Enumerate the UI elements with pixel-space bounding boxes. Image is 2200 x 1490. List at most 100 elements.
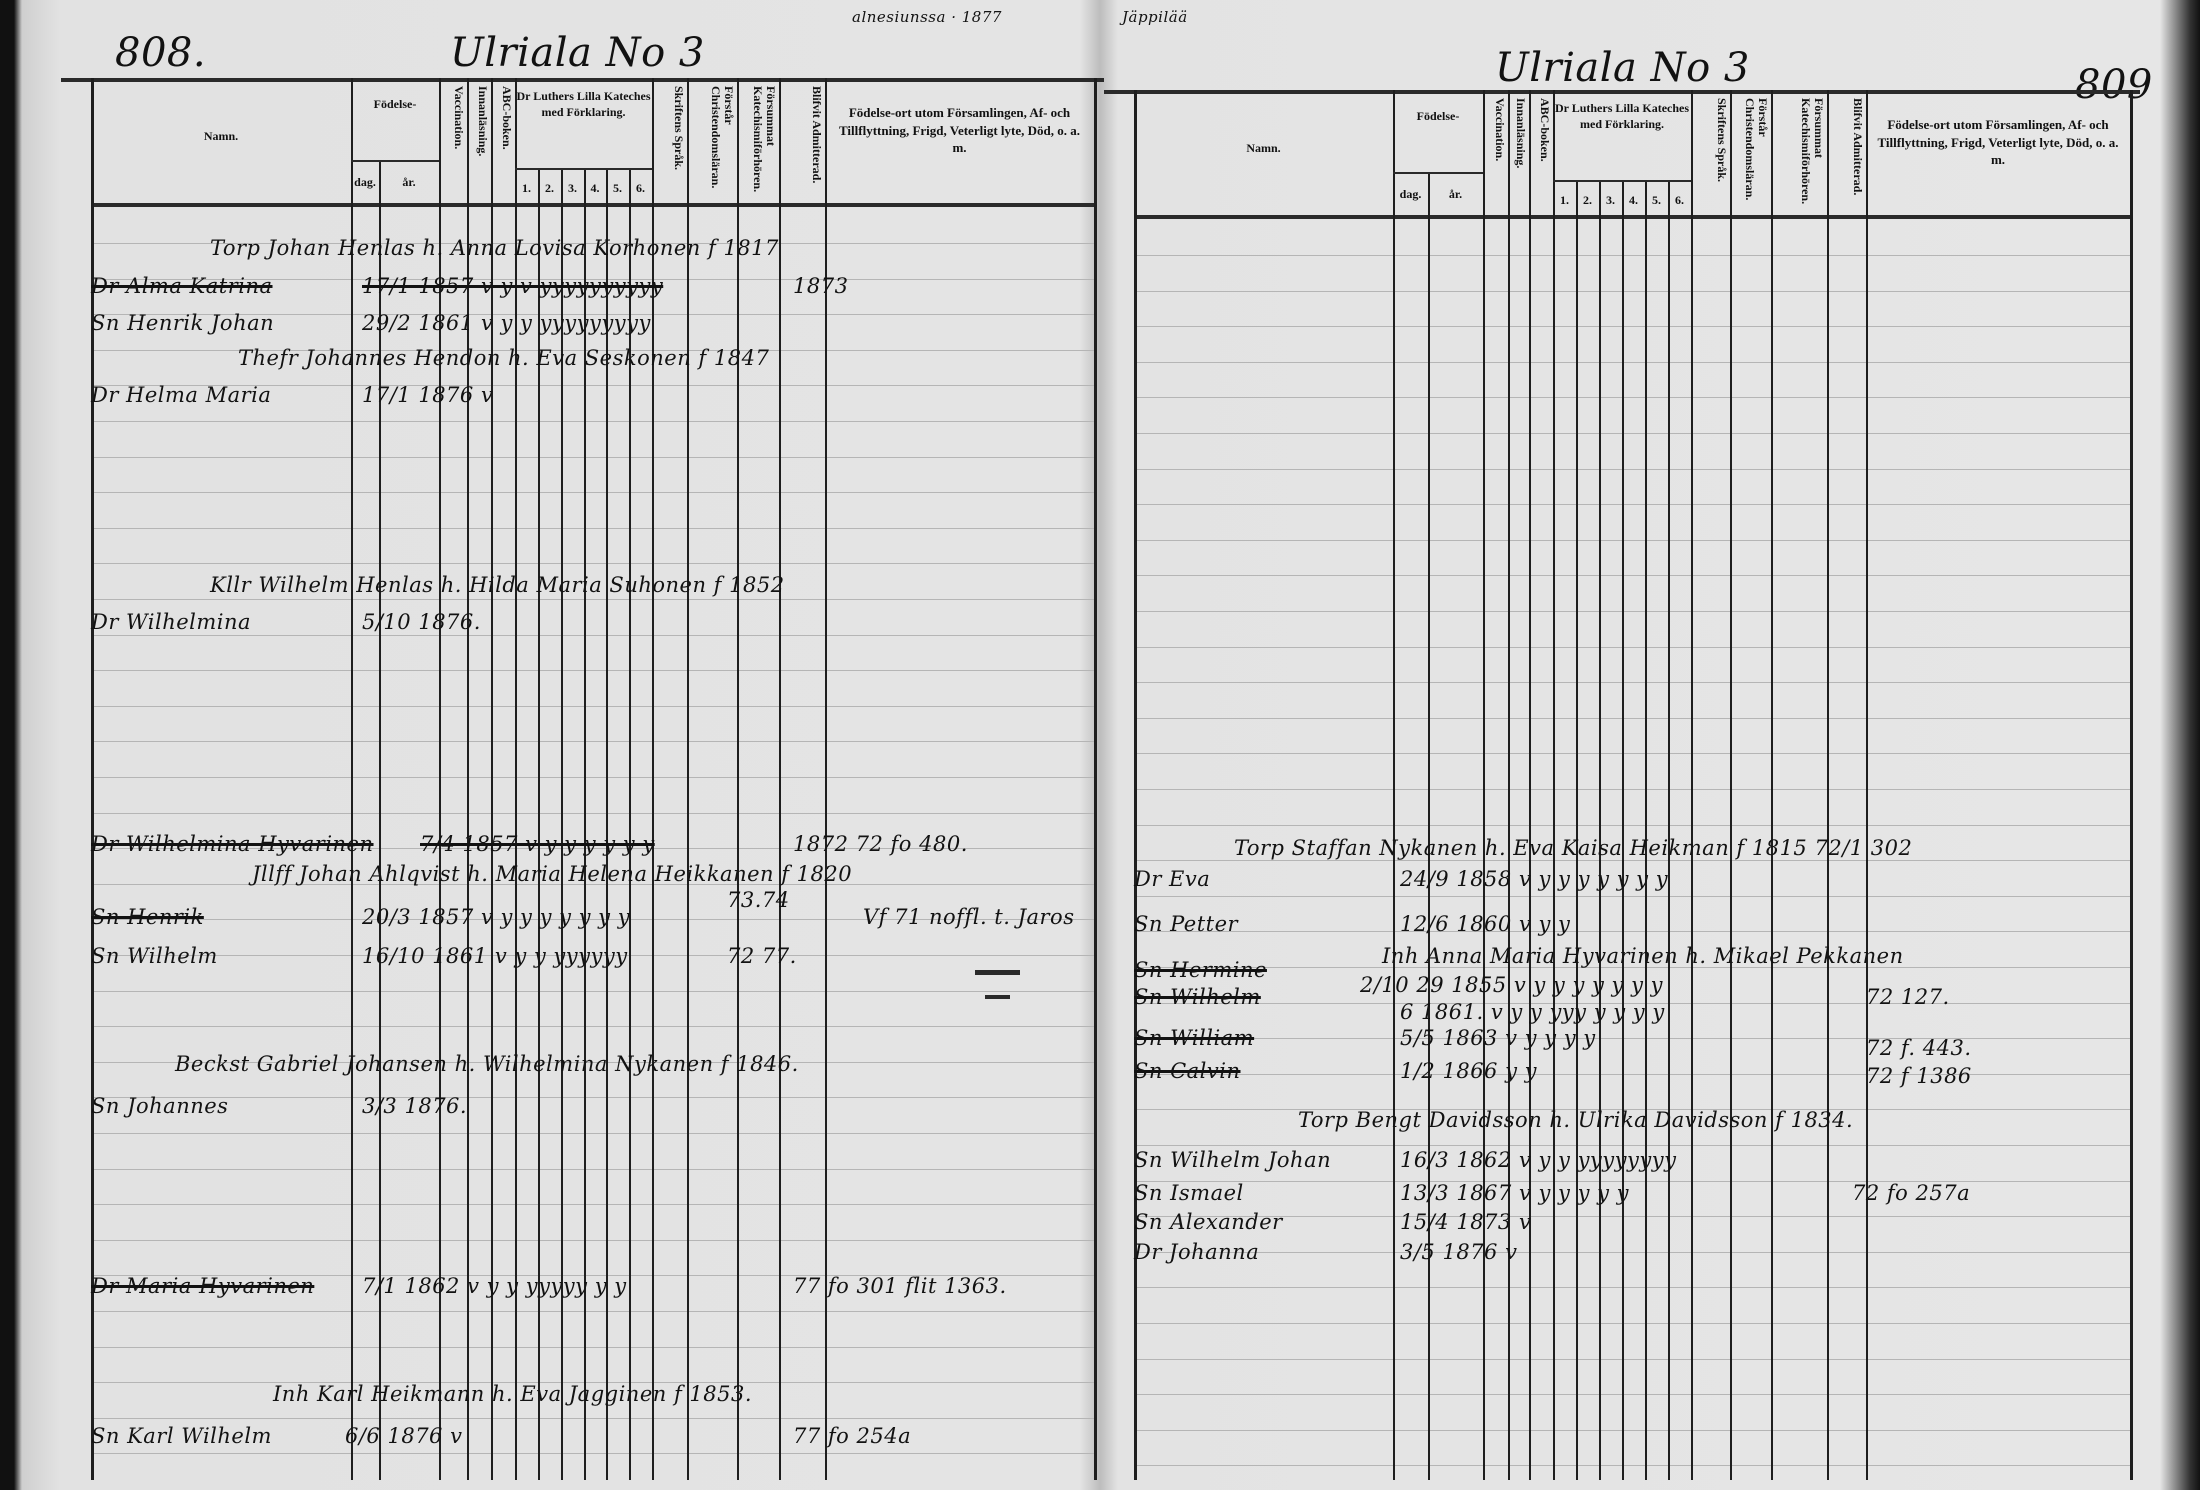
right-ruled-line [1134, 1038, 2130, 1039]
right-top-rule [1104, 90, 2140, 94]
left-column-line [606, 168, 608, 1480]
right-entry: 16/3 1862 v y y yyyyyyyy [1400, 1148, 1677, 1172]
left-entry: 17/1 1857 v y v yyyyyyyyyy [362, 274, 664, 298]
right-entry: 6 1861. v y y yyy y y y y [1400, 1000, 1665, 1024]
right-entry: 13/3 1867 v y y y y y [1400, 1181, 1630, 1205]
left-entry: 77 fo 301 flit 1363. [793, 1274, 1007, 1298]
right-header-blifvit: Blifvit Admitterad. [1851, 98, 1865, 196]
right-header-innanlasning: Innanläsning. [1514, 98, 1528, 169]
right-ruled-line [1134, 1145, 2130, 1146]
left-entry: Sn Wilhelm [91, 944, 218, 968]
right-ruled-line [1134, 1252, 2130, 1253]
right-ruled-line [1134, 1359, 2130, 1360]
left-entry: Dr Wilhelmina Hyvarinen [91, 832, 374, 856]
right-header-katekes-4: 4. [1629, 193, 1638, 207]
right-header-forstar: Förstår Christendomsläran. [1742, 98, 1770, 201]
right-header-dag: dag. [1399, 187, 1422, 201]
left-ruled-line [91, 457, 1094, 458]
right-column-line [1771, 90, 1773, 1480]
left-ruled-line [91, 670, 1094, 671]
left-header-rule [91, 203, 1094, 207]
top-note-left: alnesiunssa · 1877 [852, 8, 1002, 26]
right-ruled-line [1134, 1394, 2130, 1395]
right-column-line [1428, 172, 1430, 1480]
right-column-line [1668, 180, 1670, 1480]
left-ruled-line [91, 243, 1094, 244]
left-entry: 73.74 [727, 888, 790, 912]
left-entry: Dr Alma Katrina [91, 274, 273, 298]
left-ruled-line [91, 991, 1094, 992]
right-entry: Sn Petter [1134, 912, 1239, 936]
left-ruled-line [91, 706, 1094, 707]
left-entry: Thefr Johannes Hendon h. Eva Seskonen f … [238, 346, 770, 370]
left-ruled-line [91, 919, 1094, 920]
right-entry: Inh Anna Maria Hyvarinen h. Mikael Pekka… [1382, 944, 1904, 968]
right-ruled-line [1134, 1430, 2130, 1431]
left-ruled-line [91, 1418, 1094, 1419]
right-ruled-line [1134, 860, 2130, 861]
left-ruled-line [91, 1133, 1094, 1134]
left-column-line [779, 78, 781, 1480]
right-header-fodelseort: Födelse-ort utom Församlingen, Af- och T… [1877, 117, 2119, 168]
right-ruled-line [1134, 397, 2130, 398]
right-ruled-line [1134, 1323, 2130, 1324]
left-column-line [379, 160, 381, 1480]
left-ruled-line [91, 848, 1094, 849]
left-column-line [351, 78, 353, 1480]
right-entry: 5/5 1863 v y y y y [1400, 1026, 1596, 1050]
left-header-katekes-4: 4. [590, 181, 600, 195]
left-header-katekes-1: 1. [522, 181, 531, 195]
left-column-line [1094, 78, 1097, 1480]
left-entry: Torp Johan Henlas h. Anna Lovisa Korhone… [210, 236, 779, 260]
left-ruled-line [91, 314, 1094, 315]
left-entry: 1872 72 fo 480. [793, 832, 968, 856]
right-column-line [1553, 90, 1555, 1480]
right-header-abc: ABC-boken. [1538, 98, 1552, 162]
left-column-line [584, 168, 586, 1480]
left-entry: Beckst Gabriel Johansen h. Wilhelmina Ny… [175, 1052, 799, 1076]
right-header-rule [1134, 215, 2130, 219]
left-entry: Kllr Wilhelm Henlas h. Hilda Maria Suhon… [210, 573, 785, 597]
left-ruled-line [91, 385, 1094, 386]
left-entry: 72 77. [727, 944, 797, 968]
left-entry: 6/6 1876 v [345, 1424, 463, 1448]
left-ruled-line [91, 563, 1094, 564]
left-entry: 16/10 1861 v y y yyyyyy [362, 944, 628, 968]
right-entry: 24/9 1858 v y y y y y y y [1400, 867, 1669, 891]
left-ruled-line [91, 741, 1094, 742]
left-column-line [737, 78, 739, 1480]
left-katekes-subrule [515, 168, 652, 170]
right-entry: Sn Wilhelm Johan [1134, 1148, 1332, 1172]
left-entry: 7/1 1862 v y y yyyyy y y [362, 1274, 627, 1298]
right-entry: 2/10 29 1855 v y y y y y y y [1360, 973, 1663, 997]
left-ruled-line [91, 1097, 1094, 1098]
left-ruled-line [91, 528, 1094, 529]
right-entry: Sn Hermine [1134, 958, 1267, 982]
left-entry: Dr Helma Maria [91, 383, 272, 407]
right-entry: 72 fo 257a [1852, 1181, 1971, 1205]
right-header-ar: år. [1448, 187, 1463, 201]
right-ruled-line [1134, 1287, 2130, 1288]
right-entry: Sn Calvin [1134, 1059, 1241, 1083]
left-header-abc: ABC-boken. [500, 86, 514, 150]
left-header-katekes-5: 5. [613, 181, 622, 195]
left-ruled-line [91, 813, 1094, 814]
right-ruled-line [1134, 718, 2130, 719]
right-column-line [1576, 180, 1578, 1480]
right-ruled-line [1134, 825, 2130, 826]
right-entry: Torp Bengt Davidsson h. Ulrika Davidsson… [1298, 1108, 1854, 1132]
right-header-katekes-1: 1. [1560, 193, 1569, 207]
left-ruled-line [91, 884, 1094, 885]
right-header-katekes: Dr Luthers Lilla Kateches med Förklaring… [1554, 101, 1690, 132]
right-header-fodelse: Födelse- [1416, 109, 1460, 123]
right-ruled-line [1134, 540, 2130, 541]
left-column-line [652, 78, 654, 1480]
right-header-katekes-2: 2. [1583, 193, 1592, 207]
right-ruled-line [1134, 575, 2130, 576]
right-entry: Sn Ismael [1134, 1181, 1244, 1205]
right-ruled-line [1134, 1216, 2130, 1217]
right-ruled-line [1134, 789, 2130, 790]
left-ruled-line [91, 1275, 1094, 1276]
right-column-line [1730, 90, 1732, 1480]
